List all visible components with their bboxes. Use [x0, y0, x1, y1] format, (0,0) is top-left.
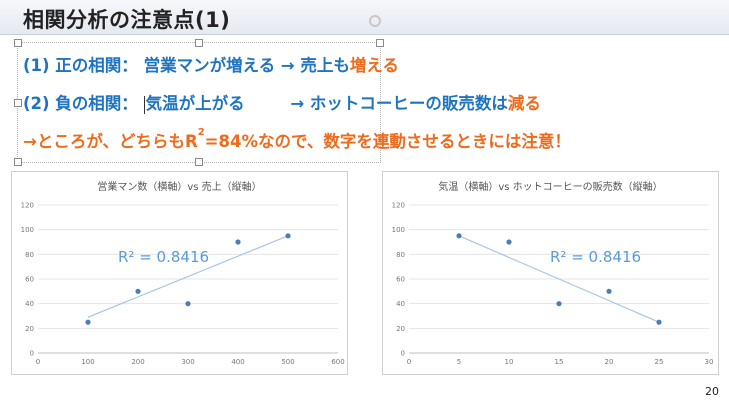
y-tick-label: 20 — [396, 325, 405, 333]
y-tick-label: 100 — [392, 226, 405, 234]
resize-handle[interactable] — [14, 99, 22, 107]
x-tick-label: 500 — [281, 358, 294, 366]
x-tick-label: 30 — [705, 358, 714, 366]
x-tick-label: 25 — [655, 358, 664, 366]
title-bar: 相関分析の注意点(1) — [0, 0, 729, 35]
text-box-selection-frame[interactable] — [14, 39, 384, 166]
y-tick-label: 0 — [30, 350, 34, 358]
r-squared-label: R² = 0.8416 — [118, 248, 209, 266]
resize-handle[interactable] — [14, 39, 22, 47]
chart-salesmen-vs-sales[interactable]: 営業マン数（横軸）vs 売上（縦軸） 0 20 40 60 80 100 120 0 100 20… — [11, 171, 348, 375]
y-tick-label: 20 — [25, 325, 34, 333]
y-tick-label: 0 — [401, 350, 405, 358]
data-point — [506, 239, 512, 245]
y-tick-label: 120 — [21, 202, 34, 210]
x-tick-label: 400 — [231, 358, 244, 366]
bullet-highlight: 減る — [507, 94, 541, 113]
y-tick-label: 80 — [25, 251, 34, 259]
data-point — [456, 233, 462, 239]
y-tick-label: 80 — [396, 251, 405, 259]
chart-title: 気温（横軸）vs ホットコーヒーの販売数（縦軸） — [438, 182, 663, 193]
data-point — [285, 233, 291, 239]
x-tick-label: 0 — [36, 358, 40, 366]
bullet-caution[interactable]: →ところが、どちらもR2=84%なので、数字を連動させるときには注意！ — [23, 127, 571, 152]
x-tick-label: 0 — [407, 358, 411, 366]
x-tick-label: 15 — [555, 358, 564, 366]
data-point — [656, 319, 662, 325]
y-tick-label: 120 — [392, 202, 405, 210]
data-point — [606, 288, 612, 294]
y-tick-label: 60 — [396, 276, 405, 284]
resize-handle[interactable] — [14, 158, 22, 166]
bullet-prefix: (2) 負の相関： — [23, 94, 138, 113]
data-point — [85, 319, 91, 325]
bullet-prefix: (1) 正の相関： — [23, 56, 138, 75]
x-tick-label: 5 — [457, 358, 461, 366]
chart-plot: 0 20 40 60 80 100 120 0 5 10 15 20 25 30 R² = 0.8416 — [392, 202, 714, 367]
chart-plot: 0 20 40 60 80 100 120 0 100 200 300 400 500 600 R² = 0… — [21, 202, 345, 367]
caution-text: =84%なので、数字を連動させるときには注意！ — [204, 132, 571, 151]
x-tick-label: 300 — [181, 358, 194, 366]
x-tick-label: 100 — [81, 358, 94, 366]
resize-handle[interactable] — [195, 39, 203, 47]
data-point — [235, 239, 241, 245]
resize-handle[interactable] — [376, 39, 384, 47]
x-tick-label: 600 — [331, 358, 344, 366]
rotate-handle-icon[interactable] — [369, 15, 381, 27]
slide-title: 相関分析の注意点(1) — [23, 8, 231, 32]
page-number: 20 — [705, 385, 719, 398]
superscript-2: 2 — [197, 127, 205, 138]
y-tick-label: 40 — [396, 300, 405, 308]
bullet-text: 気温が上がる — [145, 94, 245, 113]
y-tick-label: 60 — [25, 276, 34, 284]
resize-handle[interactable] — [195, 158, 203, 166]
text-cursor — [143, 95, 145, 114]
bullet-highlight: 増える — [349, 56, 399, 75]
data-point — [185, 301, 191, 307]
bullet-positive-correlation[interactable]: (1) 正の相関： 営業マンが増える → 売上も増える — [23, 52, 399, 76]
trendline — [87, 235, 289, 318]
data-point — [135, 288, 141, 294]
x-tick-label: 10 — [505, 358, 514, 366]
bullet-negative-correlation[interactable]: (2) 負の相関： 気温が上がる → ホットコーヒーの販売数は減る — [23, 90, 541, 114]
chart-title: 営業マン数（横軸）vs 売上（縦軸） — [97, 182, 262, 193]
x-tick-label: 200 — [131, 358, 144, 366]
bullet-text: 営業マンが増える → 売上も — [143, 56, 350, 75]
data-point — [556, 301, 562, 307]
y-tick-label: 40 — [25, 300, 34, 308]
bullet-text: → ホットコーヒーの販売数は — [290, 94, 508, 113]
r-squared-label: R² = 0.8416 — [550, 248, 641, 266]
chart-temperature-vs-coffee[interactable]: 気温（横軸）vs ホットコーヒーの販売数（縦軸） 0 20 40 60 80 100 120… — [382, 171, 719, 375]
trendline — [458, 235, 660, 323]
y-tick-label: 100 — [21, 226, 34, 234]
caution-text: →ところが、どちらもR — [23, 132, 198, 151]
x-tick-label: 20 — [605, 358, 614, 366]
